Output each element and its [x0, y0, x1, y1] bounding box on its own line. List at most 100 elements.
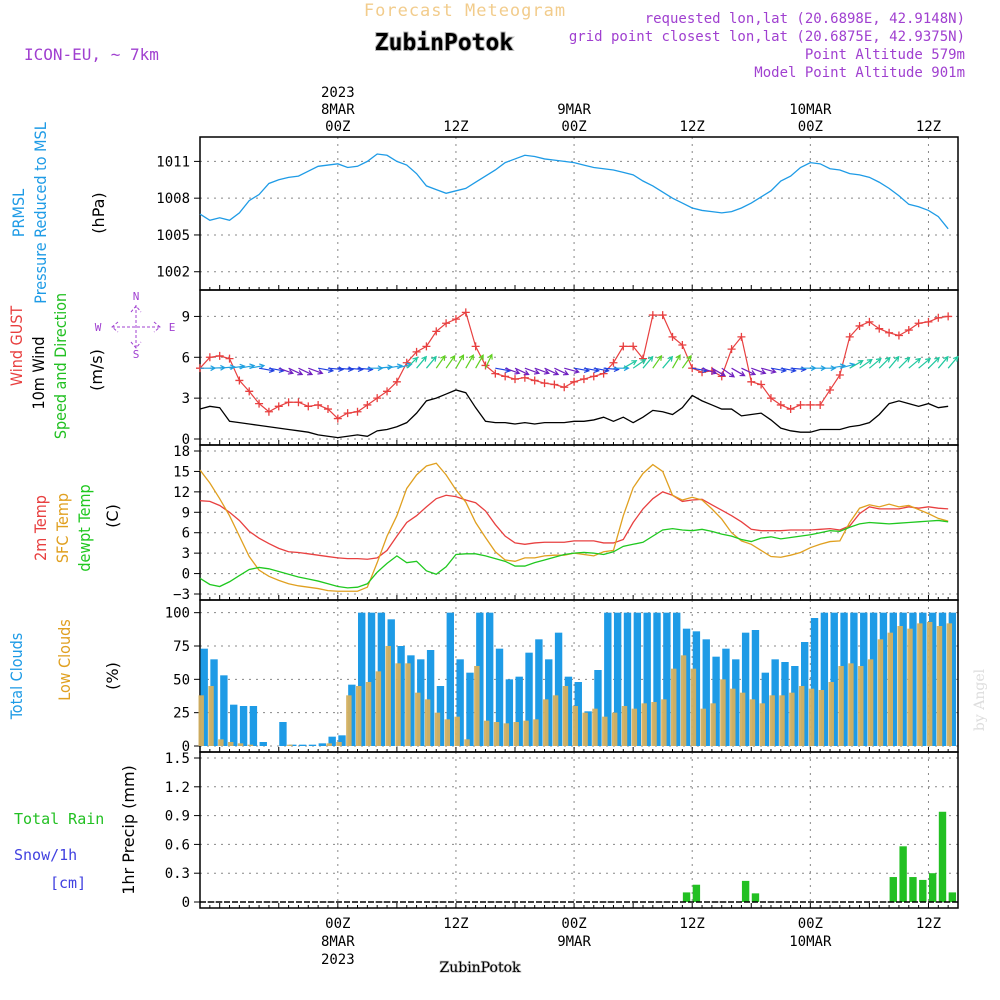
gust-marker: [294, 398, 303, 407]
low-cloud-bar: [917, 623, 923, 746]
low-cloud-bar: [779, 695, 785, 746]
total-cloud-bar: [397, 646, 405, 746]
total-cloud-bar: [476, 612, 484, 746]
gust-marker: [678, 341, 687, 350]
low-cloud-bar: [434, 712, 441, 746]
total-cloud-bar: [564, 676, 573, 746]
gust-marker: [274, 402, 283, 411]
pressure-panel: 1002 1005 1008 1011: [156, 136, 959, 291]
wind-arrow: [898, 356, 911, 369]
wind-label-dir: Speed and Direction: [51, 293, 70, 439]
total-cloud-bar: [230, 704, 238, 746]
total-cloud-bar: [574, 682, 582, 746]
low-cloud-bar: [326, 743, 332, 746]
total-cloud-bar: [594, 670, 602, 746]
gust-marker: [648, 311, 657, 320]
total-cloud-bar: [279, 722, 287, 746]
pressure-unit: (hPa): [89, 192, 108, 233]
wind-arrow: [721, 367, 736, 378]
wind-arrow: [878, 356, 891, 369]
temperature-ytick-label: 15: [173, 464, 190, 480]
low-cloud-bar: [543, 699, 549, 746]
gust-marker: [776, 400, 785, 409]
gust-marker: [530, 376, 539, 385]
temperature-frame: [199, 444, 959, 601]
pressure-ytick-label: 1011: [156, 154, 190, 170]
gust-marker: [373, 394, 382, 403]
gust-marker: [422, 342, 431, 351]
wind-arrow: [435, 354, 446, 369]
low-cloud-bar: [848, 663, 854, 746]
low-cloud-bar: [671, 668, 677, 746]
total-cloud-bar: [850, 612, 858, 746]
wind-arrow: [308, 367, 324, 375]
forecast-title: Forecast Meteogram: [364, 1, 566, 21]
wind-ytick-label: 0: [182, 432, 190, 448]
gust-marker: [205, 353, 214, 362]
total-cloud-bar: [682, 628, 691, 746]
precip-legend-rain: Total Rain: [14, 810, 104, 828]
low-cloud-bar: [631, 708, 638, 746]
precip-ytick-label: 1.2: [165, 780, 190, 796]
low-cloud-bar: [926, 622, 933, 746]
gust-marker: [668, 332, 677, 341]
wind-ytick-label: 9: [182, 309, 190, 325]
total-cloud-bar: [289, 744, 297, 746]
model-label: ICON-EU, ~ 7km: [24, 45, 159, 64]
total-cloud-bar: [210, 659, 218, 746]
low-cloud-bar: [867, 659, 874, 746]
wind-arrow: [445, 354, 456, 369]
total-cloud-bar: [860, 612, 868, 746]
wind-arrow: [425, 355, 437, 369]
low-cloud-bar: [759, 703, 766, 746]
compass-rose-icon: [111, 305, 161, 349]
total-cloud-bar: [417, 659, 425, 746]
gust-marker: [412, 347, 421, 356]
total-cloud-bar: [928, 612, 937, 746]
wind-arrow: [681, 354, 692, 369]
pressure-label-prmsl: PRMSL: [9, 189, 28, 237]
location-title: ZubinPotok: [375, 30, 514, 56]
gust-marker: [944, 312, 953, 321]
gust-marker: [235, 376, 244, 385]
gust-marker: [471, 342, 480, 351]
gust-marker: [442, 319, 451, 328]
low-cloud-bar: [611, 712, 618, 746]
wind-arrow: [495, 367, 512, 373]
gust-marker: [461, 308, 470, 317]
low-cloud-bar: [493, 722, 500, 746]
gust-marker: [737, 332, 746, 341]
low-cloud-bar: [641, 703, 647, 746]
clouds-ytick-label: 25: [173, 706, 190, 722]
total-cloud-bar: [820, 612, 829, 746]
rain-bar: [909, 877, 917, 902]
temperature-ytick-label: 3: [182, 546, 190, 562]
time-label-top: 00Z: [325, 119, 350, 135]
low-cloud-bar: [287, 744, 293, 746]
time-label-top: 00Z: [798, 119, 823, 135]
total-cloud-bar: [298, 744, 307, 746]
low-cloud-bar: [720, 679, 726, 746]
time-label-bottom: 00Z: [798, 916, 823, 932]
total-cloud-bar: [643, 612, 651, 746]
total-cloud-bar: [751, 630, 760, 746]
low-cloud-bar: [395, 663, 401, 746]
low-cloud-bar: [228, 742, 234, 746]
requested-coords: requested lon,lat (20.6898E, 42.9148N): [645, 11, 965, 27]
low-cloud-bar: [749, 699, 756, 746]
low-cloud-bar: [572, 706, 578, 746]
gust-marker: [609, 358, 618, 367]
total-cloud-bar: [446, 612, 454, 746]
gust-marker: [343, 409, 352, 418]
total-cloud-bar: [889, 612, 897, 746]
wind-label-10m: 10m Wind: [29, 336, 48, 409]
gust-marker: [658, 311, 667, 320]
wind-arrow: [288, 367, 304, 376]
low-cloud-bar: [356, 686, 362, 746]
low-cloud-bar: [602, 716, 608, 746]
gust-marker: [747, 377, 756, 386]
precip-ytick-label: 1.5: [165, 751, 190, 767]
gust-marker: [264, 407, 273, 416]
total-cloud-bar: [791, 666, 799, 746]
time-label-bottom: 12Z: [916, 916, 941, 932]
